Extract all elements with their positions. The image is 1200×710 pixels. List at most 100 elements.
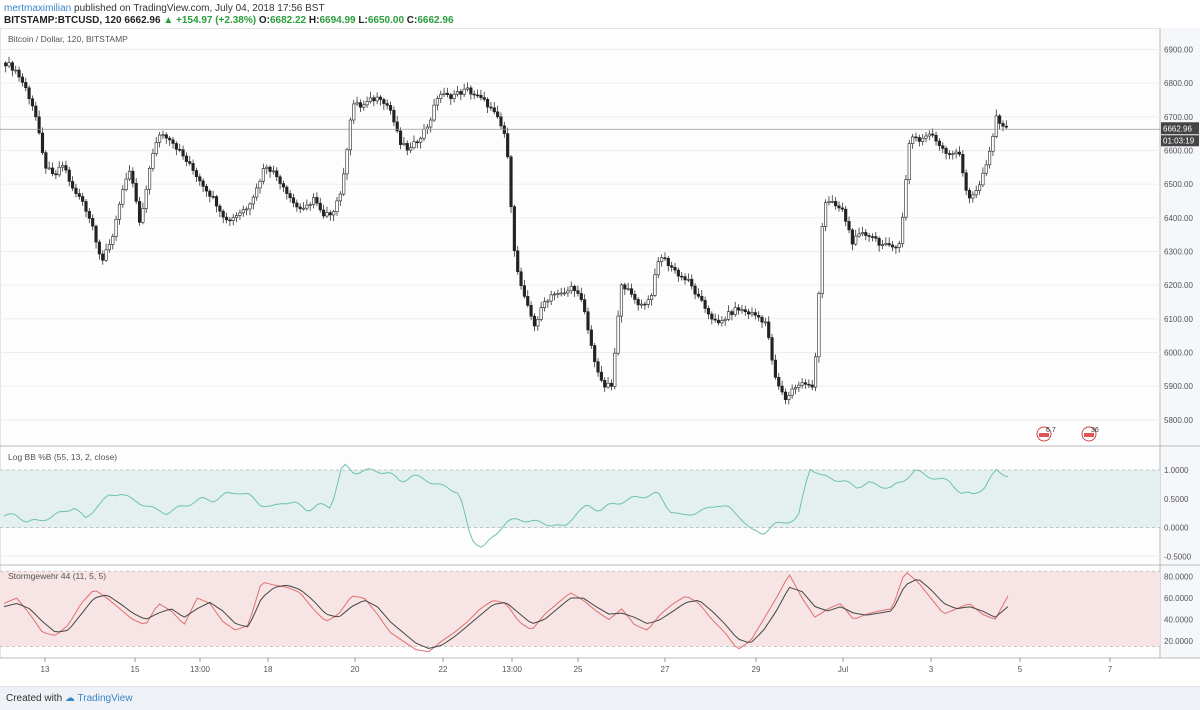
- publish-info: mertmaximilian published on TradingView.…: [4, 3, 325, 14]
- candle-body: [737, 307, 741, 311]
- candle-body: [793, 387, 798, 390]
- price-pane[interactable]: 5800.00 5900.00 6000.00 6100.00 6200.00 6300.…: [0, 45, 1199, 442]
- candle-body: [716, 319, 721, 324]
- candle-body: [355, 102, 359, 105]
- candle-body: [271, 170, 275, 173]
- candle-body: [599, 371, 603, 381]
- candle-body: [559, 292, 563, 295]
- candle-body: [154, 142, 158, 154]
- candle-body: [362, 104, 366, 108]
- candle-body: [676, 269, 680, 277]
- candle-body: [710, 313, 714, 320]
- candle-body: [660, 257, 664, 262]
- candle-body: [214, 196, 219, 207]
- x-tick-label: 7: [1108, 665, 1113, 674]
- candle-body: [348, 119, 352, 151]
- chart-header: mertmaximilian published on TradingView.…: [0, 0, 1200, 28]
- candle-body: [382, 99, 386, 104]
- candle-body: [104, 249, 108, 261]
- candle-body: [720, 320, 724, 324]
- y-tick-label: 80.0000: [1164, 573, 1193, 582]
- candle-body: [536, 319, 540, 327]
- candle-body: [613, 352, 617, 387]
- candle-body: [30, 98, 35, 107]
- x-tick-label: 18: [264, 665, 273, 674]
- candle-body: [566, 290, 570, 294]
- candle-body: [117, 203, 122, 220]
- candle-body: [181, 149, 185, 157]
- candle-body: [506, 133, 510, 158]
- candle-body: [629, 288, 634, 295]
- candle-body: [890, 244, 895, 248]
- candle-body: [308, 204, 312, 206]
- candle-body: [251, 196, 255, 205]
- x-tick-label: 29: [752, 665, 761, 674]
- stoch-pane[interactable]: 20.0000 40.0000 60.0000 80.0000: [0, 570, 1193, 653]
- candle-body: [238, 212, 242, 216]
- candle-body: [797, 384, 801, 388]
- candle-body: [971, 194, 975, 199]
- time-axis[interactable]: 13 15 13:00 18 20 22 13:00 25 27 29 Jul 3 5 7: [41, 658, 1113, 674]
- candle-body: [101, 253, 105, 261]
- candle-body: [365, 101, 369, 106]
- candle-body: [850, 229, 854, 245]
- candle-body: [556, 293, 560, 295]
- y-tick-label: 5900.00: [1164, 382, 1193, 391]
- stoch-pane-title: Stormgewehr 44 (11, 5, 5): [8, 571, 106, 581]
- candle-body: [1001, 123, 1005, 127]
- candle-body: [399, 130, 403, 145]
- footer: Created with ☁ TradingView: [0, 686, 1200, 710]
- candle-body: [425, 126, 429, 130]
- candle-body: [586, 311, 590, 331]
- candle-body: [489, 106, 493, 109]
- candle-body: [583, 299, 587, 313]
- tradingview-link[interactable]: TradingView: [77, 693, 133, 704]
- author-link[interactable]: mertmaximilian: [4, 3, 72, 14]
- us-flag-event-icon: [1084, 433, 1094, 437]
- candle-body: [124, 178, 128, 190]
- candle-body: [278, 176, 282, 184]
- last-price-box: [1161, 122, 1199, 135]
- x-tick-label: 13:00: [502, 665, 523, 674]
- candle-body: [957, 151, 962, 155]
- candle-body: [917, 137, 921, 142]
- candle-body: [700, 295, 704, 301]
- candle-body: [927, 133, 931, 137]
- candle-body: [174, 143, 178, 150]
- candle-body: [790, 388, 794, 396]
- candle-body: [947, 153, 952, 155]
- candle-body: [509, 156, 513, 207]
- candle-body: [482, 97, 486, 100]
- candle-body: [787, 394, 791, 400]
- x-tick-label: Jul: [838, 665, 848, 674]
- candle-body: [733, 307, 737, 315]
- candle-body: [127, 170, 132, 180]
- y-tick-label: 6000.00: [1164, 348, 1193, 357]
- candle-body: [168, 137, 172, 141]
- y-tick-label: 6800.00: [1164, 79, 1193, 88]
- candle-body: [77, 193, 81, 197]
- candle-body: [743, 309, 747, 313]
- candle-body: [783, 391, 788, 400]
- candle-body: [452, 93, 456, 99]
- candle-body: [275, 170, 279, 178]
- chart-area[interactable]: 5800.00 5900.00 6000.00 6100.00 6200.00 6300.…: [0, 28, 1200, 686]
- close-label: C:: [406, 15, 418, 26]
- candle-body: [897, 243, 901, 248]
- candle-body: [44, 152, 48, 169]
- candle-body: [358, 102, 362, 108]
- candle-body: [596, 361, 600, 373]
- candle-body: [673, 267, 677, 271]
- candle-body: [291, 197, 296, 204]
- candle-body: [901, 216, 905, 245]
- candle-body: [870, 236, 875, 238]
- bb-pane[interactable]: -0.5000 0.0000 0.5000 1.0000: [0, 463, 1192, 562]
- candle-body: [502, 125, 506, 134]
- candle-body: [837, 205, 841, 209]
- candle-body: [301, 207, 306, 210]
- candle-body: [412, 141, 416, 149]
- candle-body: [137, 201, 142, 223]
- candle-body: [241, 209, 245, 214]
- candle-body: [880, 244, 885, 246]
- y-tick-label: 20.0000: [1164, 637, 1193, 646]
